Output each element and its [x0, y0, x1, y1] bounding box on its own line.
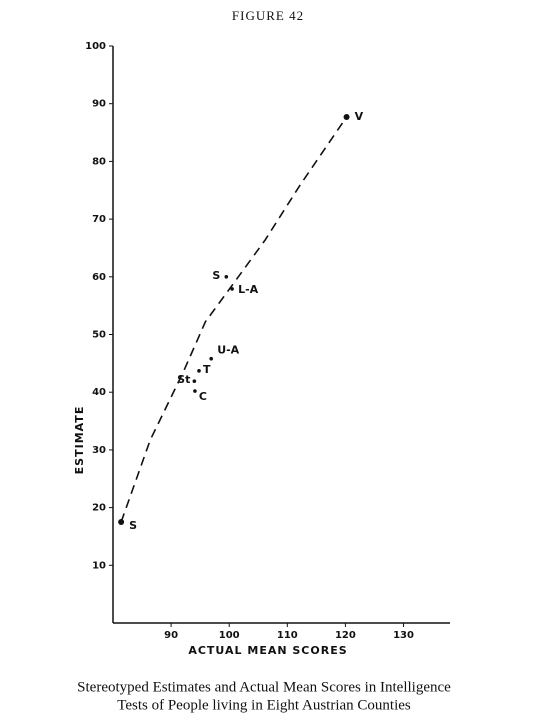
point	[193, 389, 197, 393]
chart-title: FIGURE 42	[232, 8, 304, 23]
y-tick-label: 20	[92, 503, 106, 514]
y-tick-label: 70	[92, 214, 106, 225]
point-label: U-A	[217, 344, 239, 357]
point	[224, 275, 229, 279]
x-tick-label: 100	[219, 630, 240, 641]
point	[118, 519, 125, 526]
point	[343, 113, 350, 120]
y-tick-label: 50	[92, 330, 106, 341]
point-label: St	[177, 373, 190, 386]
y-tick-label: 60	[92, 272, 106, 283]
x-tick-label: 90	[164, 630, 178, 641]
point	[209, 356, 213, 361]
y-tick-label: 10	[92, 560, 106, 571]
x-axis-label: ACTUAL MEAN SCORES	[188, 644, 347, 657]
point-label: S	[212, 269, 220, 282]
point-label: S	[129, 519, 137, 532]
caption: Tests of People living in Eight Austrian…	[117, 697, 411, 713]
x-tick-label: 120	[335, 630, 356, 641]
point-label: C	[199, 390, 207, 403]
y-tick-label: 30	[92, 445, 106, 456]
point	[197, 369, 201, 373]
y-tick-label: 80	[92, 156, 106, 167]
y-tick-label: 90	[92, 99, 106, 110]
fit-curve	[120, 116, 348, 523]
x-tick-label: 110	[277, 630, 298, 641]
point-label: V	[355, 110, 364, 123]
y-axis-label: ESTIMATE	[73, 406, 86, 475]
point-label: T	[203, 363, 211, 376]
point	[192, 379, 197, 384]
caption: Stereotyped Estimates and Actual Mean Sc…	[77, 679, 451, 695]
point-label: L-A	[238, 283, 259, 296]
point	[230, 287, 234, 291]
x-tick-label: 130	[393, 630, 414, 641]
y-tick-label: 100	[85, 41, 106, 52]
y-tick-label: 40	[92, 387, 106, 398]
